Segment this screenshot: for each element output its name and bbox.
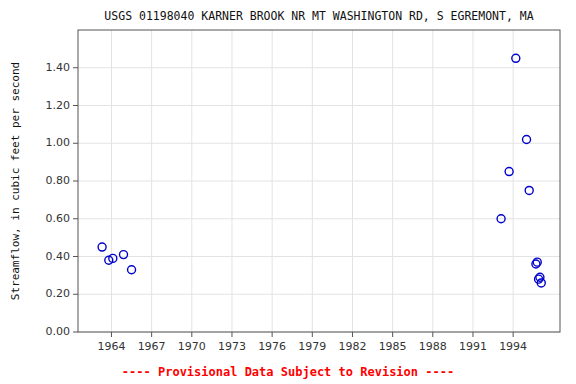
tick-mark xyxy=(312,332,313,337)
point xyxy=(536,273,544,281)
tick-mark xyxy=(191,332,192,337)
tick-label: 0.80 xyxy=(46,174,71,187)
grid-line xyxy=(78,105,560,106)
tick-label: 1982 xyxy=(338,340,366,353)
grid-line xyxy=(231,30,232,332)
tick-label: 1985 xyxy=(379,340,407,353)
tick-label: 0.40 xyxy=(46,250,71,263)
tick-mark xyxy=(392,332,393,337)
tick-mark xyxy=(513,332,514,337)
tick-label: 0.60 xyxy=(46,212,71,225)
tick-label: 1967 xyxy=(138,340,166,353)
axes: 0.00 0.20 0.40 0.60 0.80 1.00 1.20 1.40 1964 1967… xyxy=(46,30,561,353)
point xyxy=(120,251,128,259)
grid-line xyxy=(312,30,313,332)
point xyxy=(109,254,117,262)
chart: 0.00 0.20 0.40 0.60 0.80 1.00 1.20 1.40 1964 1967… xyxy=(0,0,576,384)
tick-label: 0.20 xyxy=(46,287,71,300)
footnote: ---- Provisional Data Subject to Revisio… xyxy=(122,365,454,379)
tick-mark xyxy=(472,332,473,337)
grid-line xyxy=(392,30,393,332)
point xyxy=(98,243,106,251)
tick-mark xyxy=(73,105,78,106)
tick-mark xyxy=(432,332,433,337)
point xyxy=(128,266,136,274)
grid-line xyxy=(432,30,433,332)
tick-label: 1979 xyxy=(298,340,326,353)
tick-label: 1976 xyxy=(258,340,286,353)
point xyxy=(497,215,505,223)
grid-line xyxy=(111,30,112,332)
tick-mark xyxy=(73,218,78,219)
grid-line xyxy=(78,218,560,219)
tick-mark xyxy=(73,294,78,295)
tick-label: 1.00 xyxy=(46,136,71,149)
tick-label: 1973 xyxy=(218,340,246,353)
point xyxy=(512,54,520,62)
tick-label: 1988 xyxy=(419,340,447,353)
grid-line xyxy=(78,256,560,257)
plot-frame xyxy=(78,30,560,332)
grid-line xyxy=(272,30,273,332)
point xyxy=(505,168,513,176)
tick-label: 1.20 xyxy=(46,99,71,112)
tick-mark xyxy=(73,143,78,144)
tick-mark xyxy=(352,332,353,337)
grid xyxy=(78,30,560,332)
tick-label: 1970 xyxy=(178,340,206,353)
tick-mark xyxy=(73,256,78,257)
grid-line xyxy=(513,30,514,332)
tick-label: 0.00 xyxy=(46,325,71,338)
grid-line xyxy=(78,67,560,68)
tick-label: 1964 xyxy=(97,340,125,353)
grid-line xyxy=(78,294,560,295)
grid-line xyxy=(151,30,152,332)
tick-mark xyxy=(73,332,78,333)
grid-line xyxy=(472,30,473,332)
tick-mark xyxy=(111,332,112,337)
point xyxy=(523,135,531,143)
tick-mark xyxy=(231,332,232,337)
axis-label: Streamflow, in cubic feet per second xyxy=(9,62,22,300)
point xyxy=(533,258,541,266)
tick-label: 1991 xyxy=(459,340,487,353)
tick-mark xyxy=(73,67,78,68)
tick-mark xyxy=(272,332,273,337)
grid-line xyxy=(78,181,560,182)
point xyxy=(537,279,545,287)
tick-label: 1994 xyxy=(499,340,527,353)
tick-mark xyxy=(151,332,152,337)
tick-label: 1.40 xyxy=(46,61,71,74)
grid-line xyxy=(352,30,353,332)
points xyxy=(98,54,545,287)
point xyxy=(525,186,533,194)
grid-line xyxy=(78,143,560,144)
title: USGS 01198040 KARNER BROOK NR MT WASHING… xyxy=(104,9,533,23)
tick-mark xyxy=(73,181,78,182)
grid-line xyxy=(191,30,192,332)
